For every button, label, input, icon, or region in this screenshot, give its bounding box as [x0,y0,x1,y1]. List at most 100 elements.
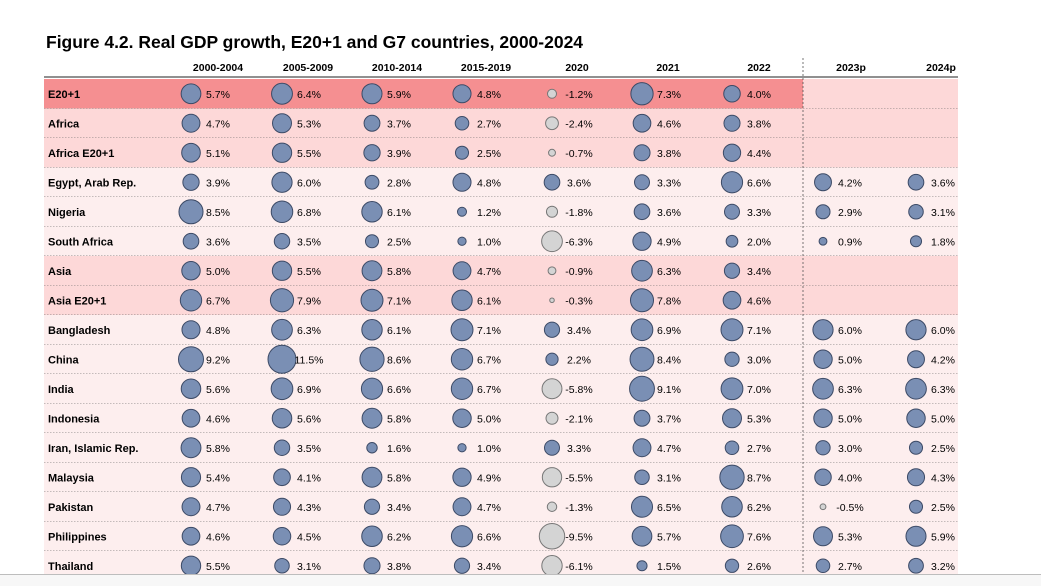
bubble [456,206,468,217]
bubble [450,348,474,371]
value-label: 6.3% [838,384,862,396]
value-label: 4.8% [206,325,230,337]
value-label: 5.5% [297,148,321,160]
bubble [631,525,653,547]
value-label: 2.7% [838,561,862,573]
bubble [271,82,293,105]
value-label: 5.8% [387,266,411,278]
bubble [906,408,926,428]
value-label: 4.7% [206,118,230,130]
bubble [819,503,827,511]
value-label: 6.3% [297,325,321,337]
value-label: 7.1% [477,325,501,337]
value-label: 6.7% [477,354,501,366]
bubble [181,320,201,340]
bubble [543,173,561,191]
bubble [812,319,834,341]
bubble [452,261,472,281]
bubble [815,204,831,220]
bubble [180,437,202,459]
value-label: 5.3% [297,118,321,130]
value-label: 3.8% [747,118,771,130]
bubble [720,377,744,401]
bubble [725,234,739,248]
bubble [905,319,927,341]
value-label: 6.6% [477,531,501,543]
bubble [450,318,474,342]
bubble [629,346,655,372]
value-label: 1.0% [477,443,501,455]
table-row: South Africa 3.6% 3.5% 2.5% 1.0% -6.3% 4.9% 2.0… [44,226,958,257]
value-label: 6.1% [387,207,411,219]
value-label: 5.6% [206,384,230,396]
value-label: 7.6% [747,531,771,543]
bubble [361,260,383,282]
value-label: 3.0% [747,354,771,366]
row-background [44,256,958,286]
value-label: 1.0% [477,236,501,248]
value-label: 6.1% [387,325,411,337]
value-label: 1.5% [657,561,681,573]
value-label: 2.8% [387,177,411,189]
value-label: 3.6% [931,177,955,189]
bubble [177,346,205,373]
value-label: 6.9% [657,325,681,337]
value-label: 4.2% [838,177,862,189]
row-background-projection [803,79,958,109]
value-label: 4.4% [747,148,771,160]
value-label: 11.5% [295,354,324,366]
table-row: Bangladesh 4.8% 6.3% 6.1% 7.1% 3.4% 6.9% 7.1% 6.… [44,315,958,345]
bubble [363,557,381,575]
bubble [724,440,740,456]
table-row: Asia 5.0% 5.5% 5.8% 4.7% -0.9% 6.3% 3.4% [44,256,958,286]
bubble [182,232,200,250]
row-label: Philippines [48,531,107,543]
value-label: 4.7% [477,502,501,514]
value-label: 6.7% [206,295,230,307]
bubble [450,377,474,400]
bubble [634,174,650,191]
column-header-2023p: 2023p [836,62,866,74]
value-label: 4.7% [477,266,501,278]
bubble [360,377,384,400]
bubble [274,557,290,574]
bubble [908,203,924,220]
bubble [634,469,650,486]
bubble [361,83,383,105]
value-label: 5.5% [206,561,230,573]
column-header-2005-2009: 2005-2009 [283,62,333,74]
value-label: 2.6% [747,561,771,573]
column-header-2010-2014: 2010-2014 [372,62,422,74]
table-row: Pakistan 4.7% 4.3% 3.4% 4.7% -1.3% 6.5% 6.2% -0.… [44,492,958,522]
bubble [270,377,294,401]
bubble [364,174,380,190]
bubble [272,497,292,516]
value-label: 6.0% [297,177,321,189]
bubble [548,148,556,157]
bubble [180,378,202,400]
bubble [814,468,832,487]
value-label: 1.6% [387,443,411,455]
value-label: 6.0% [931,325,955,337]
value-label: -6.1% [565,561,592,573]
value-label: 3.1% [657,472,681,484]
row-background [44,79,803,109]
row-label: Asia [48,266,72,278]
bubble [636,560,648,572]
value-label: 2.5% [387,236,411,248]
bubble [813,408,833,428]
value-label: 4.5% [297,531,321,543]
value-label: 3.4% [747,266,771,278]
table-row: Philippines 4.6% 4.5% 6.2% 6.6% -9.5% 5.7% 7.6%… [44,521,958,552]
value-label: 4.8% [477,89,501,101]
bubble [453,557,471,574]
value-label: 4.6% [206,413,230,425]
bubble [719,464,745,490]
value-label: 3.5% [297,236,321,248]
bottom-scroll-strip[interactable] [0,574,1041,586]
bubble [271,260,293,281]
table-row: China 9.2% 11.5% 8.6% 6.7% 2.2% 8.4% 3.0% 5.0% 4.… [44,344,958,375]
bubble [815,558,831,574]
value-label: 5.0% [206,266,230,278]
value-label: 5.8% [387,413,411,425]
